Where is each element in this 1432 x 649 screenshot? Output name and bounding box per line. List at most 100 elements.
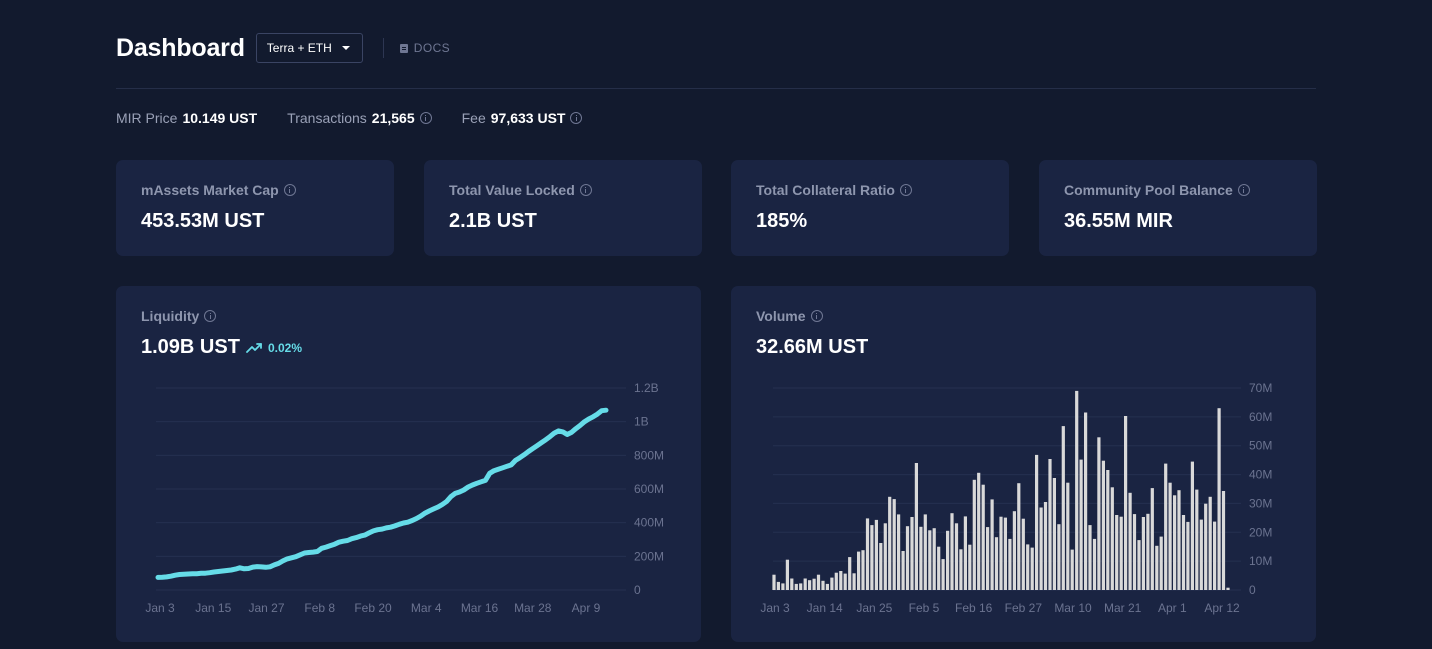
volume-bar[interactable] <box>1199 519 1203 590</box>
volume-bar[interactable] <box>1026 544 1030 590</box>
volume-bar[interactable] <box>1213 521 1217 590</box>
volume-bar[interactable] <box>794 583 798 590</box>
volume-bar[interactable] <box>843 573 847 590</box>
volume-bar[interactable] <box>1021 518 1025 590</box>
volume-bar[interactable] <box>977 472 981 590</box>
volume-bar[interactable] <box>954 523 959 590</box>
volume-bar[interactable] <box>1217 408 1221 590</box>
volume-bar[interactable] <box>1017 483 1021 590</box>
volume-bar[interactable] <box>990 499 994 590</box>
volume-bar[interactable] <box>1132 514 1137 590</box>
volume-bar[interactable] <box>1124 416 1128 590</box>
volume-bar[interactable] <box>1141 517 1145 590</box>
volume-bar[interactable] <box>848 557 852 590</box>
volume-bar[interactable] <box>834 572 838 590</box>
volume-bar[interactable] <box>1119 516 1123 590</box>
volume-bar[interactable] <box>874 519 878 590</box>
volume-bar[interactable] <box>923 514 927 590</box>
volume-bar[interactable] <box>1084 412 1088 591</box>
info-icon[interactable] <box>579 184 592 196</box>
volume-bar[interactable] <box>808 580 812 590</box>
volume-bar[interactable] <box>1173 495 1177 590</box>
volume-bar[interactable] <box>994 537 999 590</box>
volume-bar[interactable] <box>781 583 785 590</box>
volume-bar[interactable] <box>839 571 843 590</box>
volume-bar[interactable] <box>1186 521 1190 590</box>
volume-bar[interactable] <box>1070 549 1074 590</box>
volume-bar[interactable] <box>1066 482 1070 590</box>
volume-bar[interactable] <box>905 526 910 590</box>
volume-bar[interactable] <box>1190 461 1194 590</box>
volume-bar[interactable] <box>937 546 941 590</box>
volume-bar[interactable] <box>812 578 816 590</box>
volume-bar[interactable] <box>861 550 865 590</box>
volume-bar[interactable] <box>1079 459 1083 590</box>
volume-bar[interactable] <box>1003 517 1007 590</box>
volume-bar[interactable] <box>1155 545 1159 590</box>
volume-bar[interactable] <box>946 530 950 590</box>
volume-bar[interactable] <box>1150 488 1154 590</box>
volume-bar[interactable] <box>776 581 780 590</box>
volume-bar[interactable] <box>1048 459 1052 590</box>
volume-bar[interactable] <box>857 551 861 590</box>
volume-bar[interactable] <box>941 559 945 590</box>
volume-bar[interactable] <box>1195 489 1199 590</box>
volume-bar[interactable] <box>1075 390 1079 590</box>
volume-bar[interactable] <box>1181 515 1186 590</box>
volume-bar[interactable] <box>1106 470 1110 590</box>
volume-bar[interactable] <box>879 543 883 590</box>
volume-bar[interactable] <box>816 574 821 590</box>
volume-bar[interactable] <box>919 526 923 590</box>
info-icon[interactable] <box>899 184 912 196</box>
volume-bar[interactable] <box>963 516 967 590</box>
volume-bar[interactable] <box>1226 587 1230 590</box>
volume-bar[interactable] <box>1146 513 1150 590</box>
volume-bar[interactable] <box>914 463 918 590</box>
volume-bar[interactable] <box>910 517 914 590</box>
volume-bar[interactable] <box>1039 507 1043 591</box>
volume-bar[interactable] <box>888 496 892 590</box>
info-icon[interactable] <box>419 112 432 124</box>
volume-bar[interactable] <box>1159 536 1163 590</box>
volume-bar[interactable] <box>1092 538 1097 590</box>
volume-bar[interactable] <box>825 583 829 590</box>
volume-bar[interactable] <box>1008 538 1012 590</box>
volume-bar[interactable] <box>986 527 990 590</box>
volume-bar[interactable] <box>999 516 1003 590</box>
volume-bar[interactable] <box>972 479 976 590</box>
info-icon[interactable] <box>810 310 823 322</box>
volume-bar[interactable] <box>790 578 794 591</box>
info-icon[interactable] <box>570 112 583 124</box>
volume-bar[interactable] <box>1168 482 1172 590</box>
volume-bar[interactable] <box>1101 460 1105 590</box>
volume-bar[interactable] <box>1030 547 1034 590</box>
volume-bar[interactable] <box>1177 490 1181 590</box>
volume-bar[interactable] <box>968 544 972 590</box>
volume-bar[interactable] <box>1208 496 1212 590</box>
volume-bar[interactable] <box>1043 502 1048 590</box>
volume-bar[interactable] <box>1115 515 1119 590</box>
info-icon[interactable] <box>204 310 217 322</box>
volume-bar[interactable] <box>928 530 932 590</box>
volume-bar[interactable] <box>1204 503 1208 590</box>
volume-bar[interactable] <box>901 551 905 590</box>
volume-bar[interactable] <box>1035 454 1039 590</box>
volume-bar[interactable] <box>1110 487 1114 590</box>
volume-bar[interactable] <box>1012 511 1016 590</box>
volume-bar[interactable] <box>865 518 870 590</box>
volume-bar[interactable] <box>959 549 963 590</box>
volume-bar[interactable] <box>932 528 936 590</box>
volume-bar[interactable] <box>1097 437 1101 590</box>
volume-bar[interactable] <box>772 574 776 590</box>
volume-bar[interactable] <box>821 580 825 590</box>
volume-bar[interactable] <box>870 525 874 590</box>
volume-bar[interactable] <box>950 513 954 590</box>
volume-bar[interactable] <box>830 577 834 590</box>
volume-bar[interactable] <box>1137 540 1141 590</box>
docs-link[interactable]: DOCS <box>399 41 450 55</box>
info-icon[interactable] <box>283 184 296 196</box>
volume-bar[interactable] <box>785 559 789 590</box>
volume-bar[interactable] <box>1052 478 1056 590</box>
info-icon[interactable] <box>1237 184 1250 196</box>
volume-bar[interactable] <box>852 573 856 590</box>
